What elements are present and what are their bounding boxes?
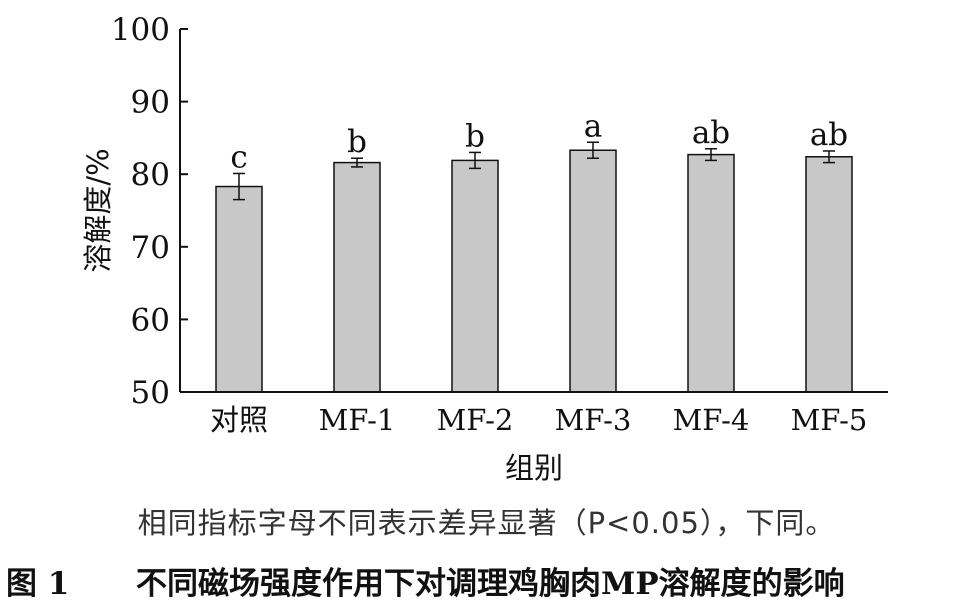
x-tick-label: MF-4 xyxy=(673,403,750,437)
bar xyxy=(805,156,853,393)
significance-note: 相同指标字母不同表示差异显著（P<0.05），下同。 xyxy=(137,506,836,540)
bar xyxy=(215,185,263,393)
y-tick-label: 50 xyxy=(131,375,170,411)
figure-title: 不同磁场强度作用下对调理鸡胸肉MP溶解度的影响 xyxy=(136,566,845,602)
y-tick-label: 100 xyxy=(111,12,170,48)
bar xyxy=(451,159,499,393)
figure-number: 图 1 xyxy=(6,566,70,602)
x-tick-label: MF-2 xyxy=(437,403,514,437)
x-axis-tick-labels: 对照 MF-1 MF-2 MF-3 MF-4 MF-5 xyxy=(210,403,867,437)
y-tick-label: 60 xyxy=(131,302,170,338)
x-tick-label: MF-1 xyxy=(319,403,396,437)
figure-caption: 图 1 不同磁场强度作用下对调理鸡胸肉MP溶解度的影响 xyxy=(6,558,973,603)
y-tick-label: 70 xyxy=(131,230,170,266)
x-tick-label: 对照 xyxy=(210,403,268,437)
x-tick-label: MF-5 xyxy=(791,403,868,437)
bar xyxy=(687,153,735,393)
significance-letter: ab xyxy=(692,115,730,151)
x-axis-label: 组别 xyxy=(505,451,563,485)
significance-letter: b xyxy=(465,118,485,154)
y-tick-label: 80 xyxy=(131,157,170,193)
y-tick-label: 90 xyxy=(131,85,170,121)
significance-letter: a xyxy=(584,108,602,144)
bar xyxy=(569,149,617,393)
x-tick-label: MF-3 xyxy=(555,403,632,437)
bar xyxy=(333,161,381,393)
y-axis-ticks: 50 60 70 80 90 100 xyxy=(111,12,188,411)
significance-letter: c xyxy=(230,139,247,175)
y-axis-label: 溶解度/% xyxy=(81,148,115,272)
bar-chart: 50 60 70 80 90 100 c b b a ab ab 对照 MF-1 MF-2 MF-3 MF-… xyxy=(81,12,888,485)
bars: c b b a ab ab xyxy=(215,108,853,393)
significance-letter: b xyxy=(347,124,367,160)
significance-letter: ab xyxy=(810,117,848,153)
